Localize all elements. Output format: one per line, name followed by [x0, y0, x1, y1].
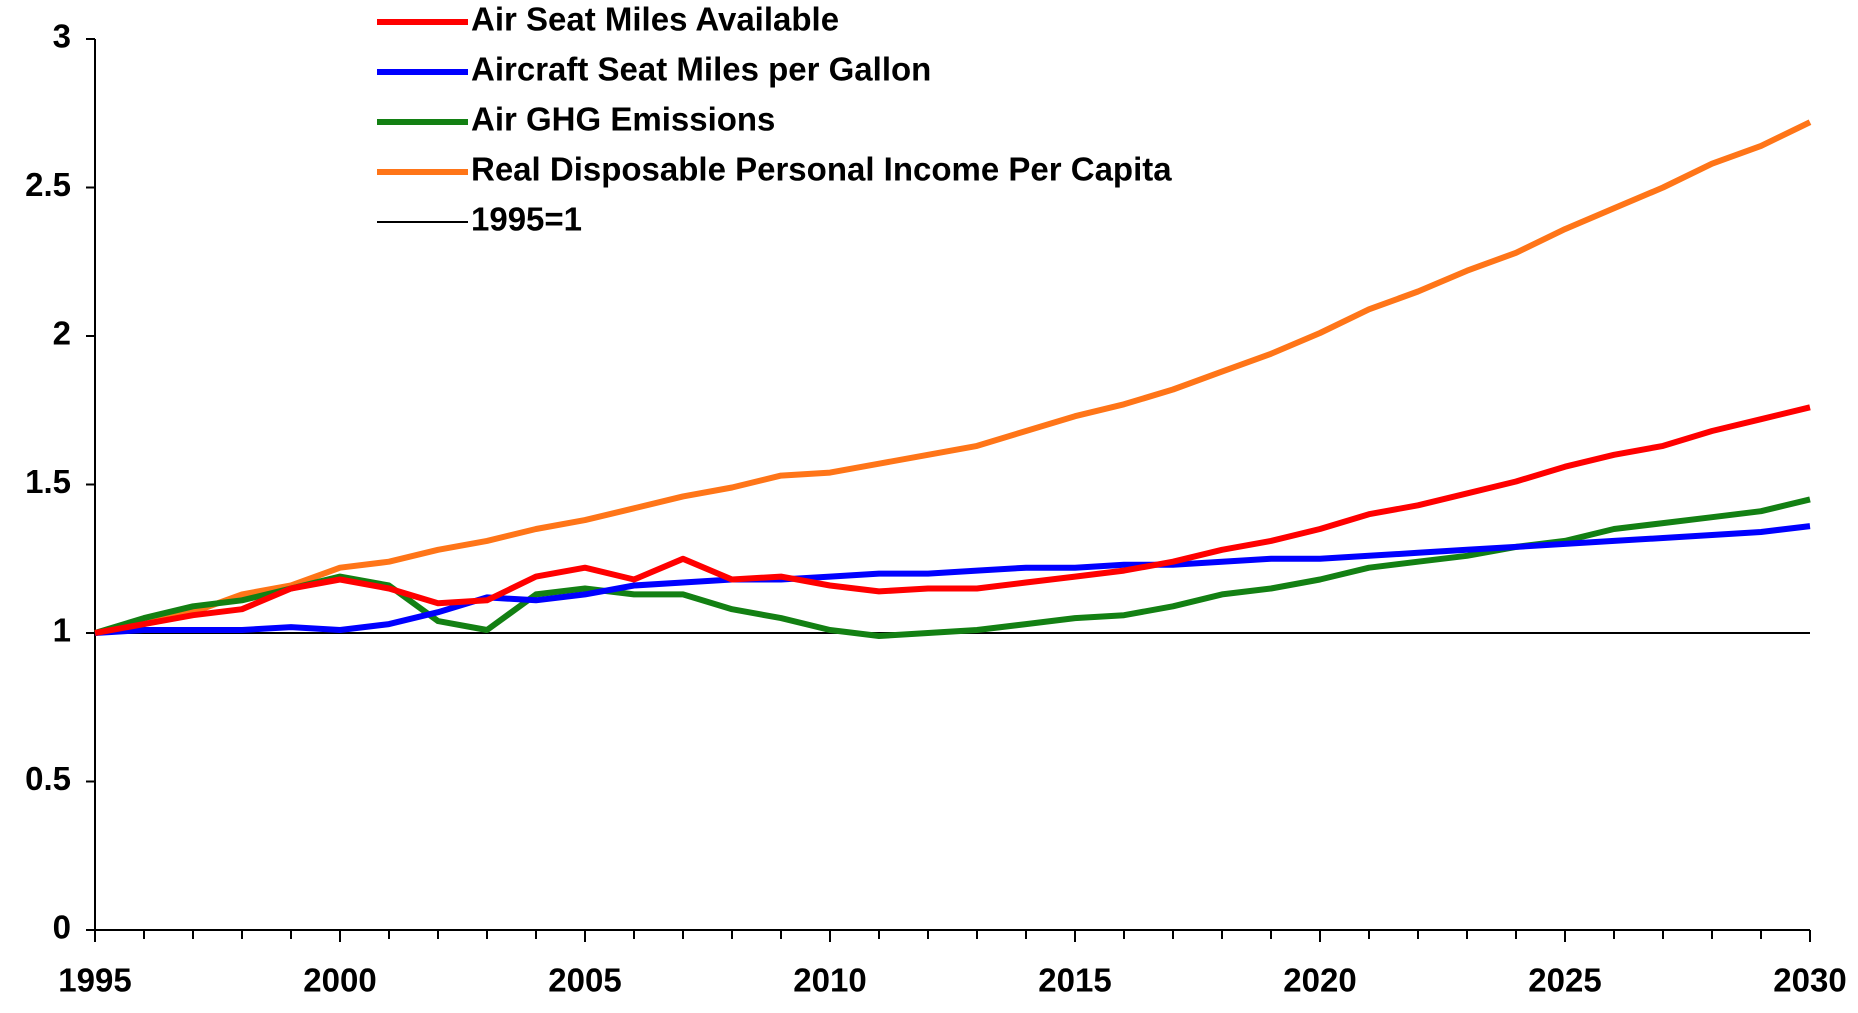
legend-label: Real Disposable Personal Income Per Capi…	[471, 151, 1172, 188]
x-tick-label: 2010	[793, 962, 866, 999]
x-tick-label: 2015	[1038, 962, 1111, 999]
x-tick-label: 2000	[303, 962, 376, 999]
y-tick-label: 0	[53, 909, 71, 946]
legend-label: Air GHG Emissions	[471, 101, 775, 138]
x-tick-label: 2025	[1528, 962, 1601, 999]
y-tick-label: 1.5	[25, 463, 71, 500]
x-tick-label: 2005	[548, 962, 621, 999]
legend-label: 1995=1	[471, 201, 582, 238]
y-tick-label: 0.5	[25, 760, 71, 797]
series-line	[94, 404, 1811, 636]
legend-label: Air Seat Miles Available	[471, 1, 839, 38]
y-tick-label: 3	[53, 18, 71, 55]
series-line	[94, 119, 1812, 636]
series-line	[94, 523, 1811, 636]
x-tick-label: 2020	[1283, 962, 1356, 999]
y-tick-label: 1	[53, 612, 71, 649]
y-tick-label: 2	[53, 315, 71, 352]
x-tick-label: 2030	[1773, 962, 1846, 999]
y-tick-label: 2.5	[25, 166, 71, 203]
x-tick-label: 1995	[58, 962, 131, 999]
legend-label: Aircraft Seat Miles per Gallon	[471, 51, 931, 88]
